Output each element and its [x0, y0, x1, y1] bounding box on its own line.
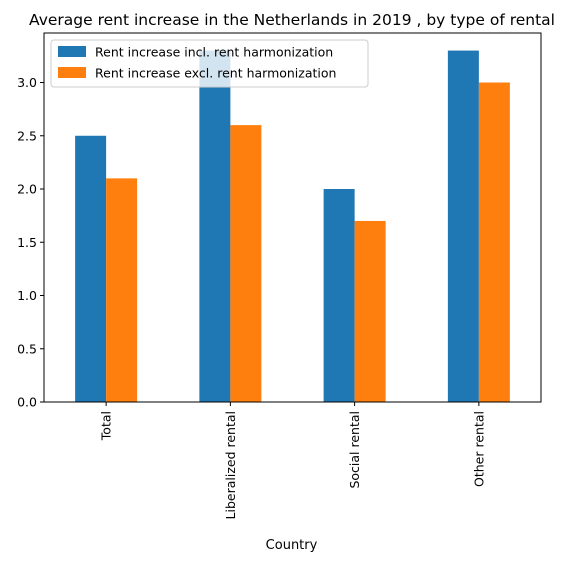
y-tick-label: 2.0: [17, 182, 37, 197]
legend-label-2: Rent increase excl. rent harmonization: [95, 66, 336, 81]
y-tick-label: 3.0: [17, 75, 37, 90]
x-tick-label: Social rental: [347, 411, 362, 489]
bar-2-2: [230, 125, 262, 402]
plot-area: 0.0 0.5 1.0 1.5 2.0 2.5 3.0 Total Liberalized re…: [17, 32, 542, 519]
x-tick-label: Total: [99, 411, 114, 441]
bar-2-4: [478, 82, 510, 403]
axes-frame: [43, 32, 542, 403]
legend-swatch-2: [58, 67, 86, 78]
bar-1-4: [447, 50, 479, 402]
legend-label-1: Rent increase incl. rent harmonization: [95, 45, 333, 60]
x-tick-label: Liberalized rental: [223, 411, 238, 519]
bar-1-3: [323, 189, 355, 402]
legend-swatch-1: [58, 46, 86, 57]
bar-2-1: [106, 178, 138, 402]
y-tick-label: 2.5: [17, 128, 37, 143]
x-tick-label: Other rental: [471, 411, 486, 487]
legend-box: [50, 39, 369, 88]
bar-1-1: [75, 135, 107, 402]
y-tick-label: 1.0: [17, 288, 37, 303]
x-axis-label: Country: [266, 538, 318, 553]
y-tick-label: 0.5: [17, 341, 37, 356]
bar-2-3: [354, 220, 386, 402]
y-tick-label: 0.0: [17, 395, 37, 410]
y-tick-label: 1.5: [17, 235, 37, 250]
bar-1-2: [199, 50, 231, 402]
chart-title: Average rent increase in the Netherlands…: [29, 11, 555, 29]
